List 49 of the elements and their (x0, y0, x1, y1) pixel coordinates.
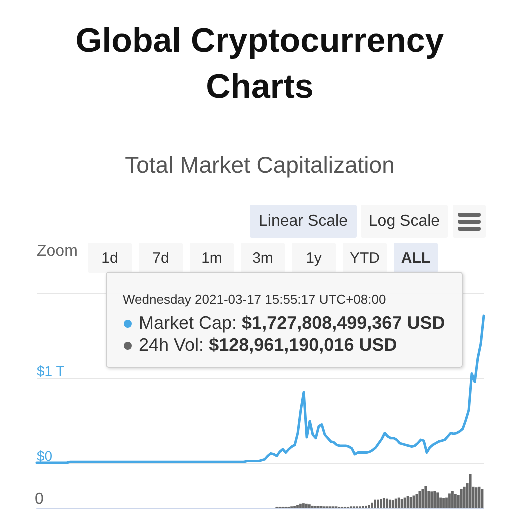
range-button: YTD (343, 243, 387, 273)
bar (460, 489, 463, 508)
bar (424, 486, 428, 508)
bar (388, 500, 392, 508)
bar (371, 502, 374, 508)
bar (469, 474, 472, 508)
bar (300, 504, 302, 508)
bar (394, 498, 398, 508)
chart-title: Global Cryptocurrency Charts (76, 22, 444, 106)
range-button: 1m (190, 243, 234, 273)
toggle-button: Log Scale (361, 205, 448, 238)
bar (392, 500, 394, 508)
bar (302, 504, 305, 508)
bar (308, 504, 311, 508)
bar (377, 500, 380, 508)
y-tick-label: $0 (37, 448, 53, 464)
bar (463, 486, 466, 508)
bar (386, 498, 388, 508)
bar (296, 505, 299, 508)
bar (382, 498, 386, 508)
annotation: Market Cap: $1,727,808,499,367 USD (139, 313, 446, 333)
bar (436, 492, 439, 508)
range-button: 1y (292, 243, 336, 273)
annotation: Wednesday 2021-03-17 15:55:17 UTC+08:00 (123, 292, 386, 307)
bar (418, 491, 422, 508)
bar (446, 498, 448, 508)
text: Zoom (37, 243, 78, 260)
range-button: 1d (88, 243, 132, 273)
bar (454, 494, 457, 508)
bar (442, 498, 445, 508)
bar (448, 494, 451, 508)
bar (452, 491, 454, 508)
annotation: 24h Vol: $128,961,190,016 USD (139, 335, 398, 355)
bar (306, 504, 308, 508)
bar (430, 492, 434, 508)
chart-subtitle: Total Market Capitalization (125, 152, 395, 178)
bar (374, 500, 376, 508)
range-button: 3m (241, 243, 285, 273)
range-button: 7d (139, 243, 183, 273)
toggle-button: Linear Scale (250, 205, 357, 238)
bar (368, 505, 370, 508)
bar (422, 489, 424, 508)
bar (434, 491, 436, 508)
annotation: 0 (35, 491, 44, 508)
bar (398, 498, 400, 508)
bar (380, 499, 382, 508)
range-button: ALL (394, 243, 438, 273)
tooltip: Wednesday 2021-03-17 15:55:17 UTC+08:00 Market Cap: $1,727,808,499,367 USD 24h Vol: $128,961,190,016 USD (106, 272, 463, 368)
y-tick-label: $1 T (37, 363, 66, 379)
